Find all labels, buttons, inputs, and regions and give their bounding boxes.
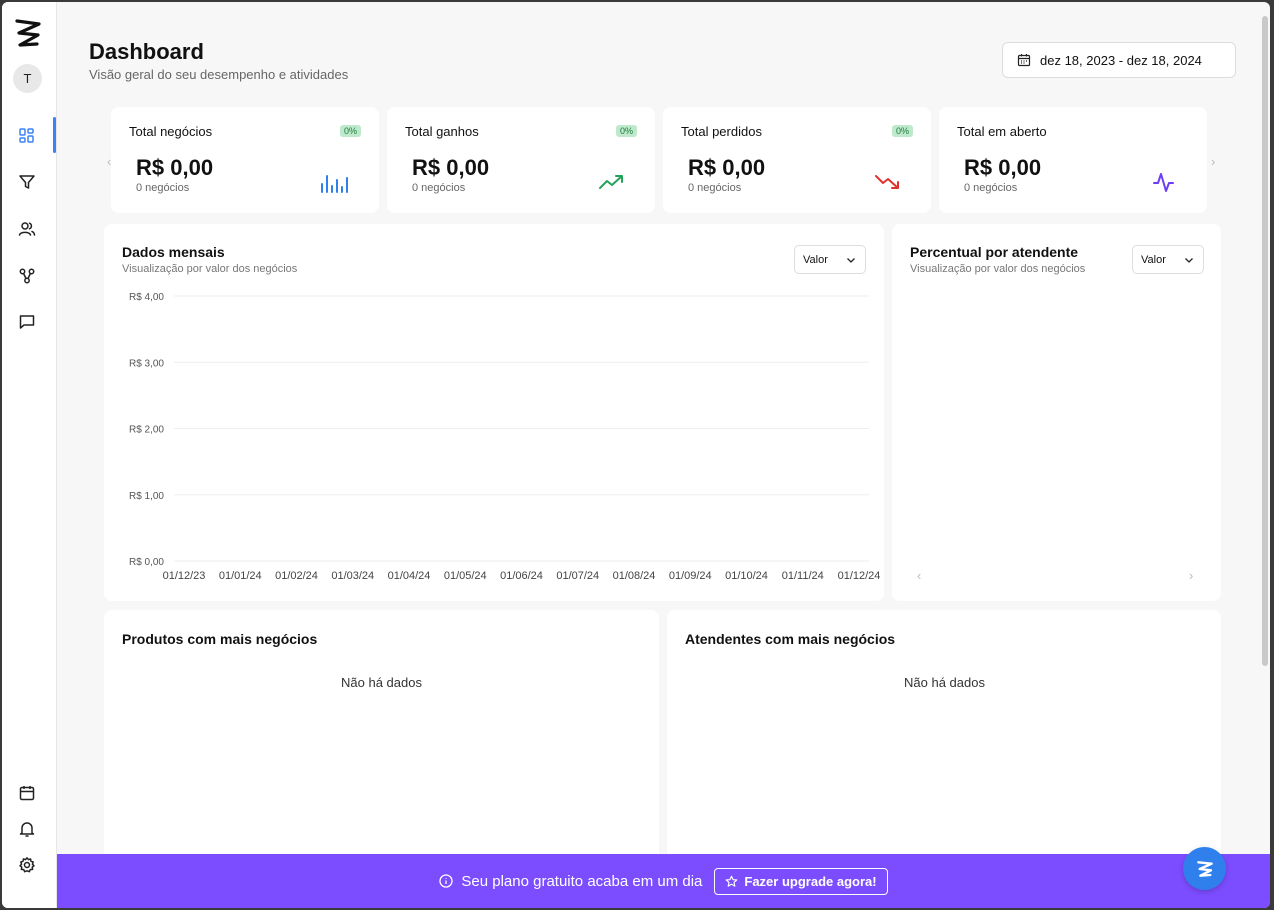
avatar[interactable]: T (13, 64, 42, 93)
date-range-label: dez 18, 2023 - dez 18, 2024 (1040, 52, 1202, 68)
stat-badge: 0% (615, 125, 637, 137)
panel-title: Percentual por atendente (910, 244, 1079, 260)
bar-chart-icon (321, 175, 348, 193)
monthly-data-panel: Dados mensais Visualização por valor dos… (104, 224, 884, 601)
calendar-icon (1017, 54, 1031, 67)
stat-title: Total negócios (129, 124, 213, 139)
upgrade-button-label: Fazer upgrade agora! (744, 873, 877, 889)
percent-metric-dropdown[interactable]: Valor (1132, 245, 1204, 274)
info-icon (439, 874, 454, 888)
panel-title: Atendentes com mais negócios (685, 631, 896, 647)
active-indicator (53, 117, 56, 153)
carousel-prev-icon[interactable]: ‹ (107, 154, 112, 169)
gear-icon[interactable] (16, 854, 38, 876)
y-tick-label: R$ 3,00 (129, 358, 164, 369)
users-icon[interactable] (16, 218, 38, 240)
upgrade-button[interactable]: Fazer upgrade agora! (714, 867, 888, 895)
stat-value: R$ 0,00 (136, 155, 214, 180)
x-tick-label: 01/06/24 (500, 570, 543, 582)
panel-title: Dados mensais (122, 244, 225, 260)
empty-state: Não há dados (904, 675, 985, 690)
x-tick-label: 01/02/24 (275, 570, 318, 582)
sidebar: T (2, 2, 57, 908)
stat-title: Total ganhos (405, 124, 479, 139)
dashboard-icon[interactable] (16, 125, 38, 147)
stat-count: 0 negócios (964, 182, 1018, 194)
monthly-bar-chart: R$ 0,00 R$ 1,00 R$ 2,00 R$ 3,00 R$ 4,00 01/12… (129, 292, 881, 582)
integrations-icon[interactable] (16, 265, 38, 287)
y-tick-label: R$ 0,00 (129, 557, 164, 568)
date-range-picker[interactable]: dez 18, 2023 - dez 18, 2024 (1002, 42, 1236, 78)
stat-card-total-deals: Total negócios 0% R$ 0,00 0 negócios (111, 107, 379, 213)
y-tick-label: R$ 2,00 (129, 425, 164, 436)
stat-value: R$ 0,00 (688, 155, 766, 180)
panel-title: Produtos com mais negócios (122, 631, 318, 647)
trending-up-icon (599, 175, 623, 189)
percent-prev-icon[interactable]: ‹ (917, 568, 922, 583)
stat-title: Total em aberto (957, 124, 1047, 139)
page-subtitle: Visão geral do seu desempenho e atividad… (89, 67, 349, 82)
stat-value: R$ 0,00 (412, 155, 490, 180)
carousel-next-icon[interactable]: › (1211, 154, 1216, 169)
x-tick-label: 01/04/24 (388, 570, 431, 582)
stat-card-total-won: Total ganhos 0% R$ 0,00 0 negócios (387, 107, 655, 213)
empty-state: Não há dados (341, 675, 422, 690)
main-content: Dashboard Visão geral do seu desempenho … (58, 2, 1262, 870)
activity-icon (1153, 173, 1174, 192)
y-tick-label: R$ 4,00 (129, 292, 164, 303)
x-tick-label: 01/11/24 (782, 570, 824, 582)
x-tick-label: 01/12/24 (838, 570, 881, 582)
chat-icon[interactable] (16, 311, 38, 333)
x-tick-label: 01/12/23 (163, 570, 206, 582)
panel-subtitle: Visualização por valor dos negócios (910, 263, 1086, 275)
star-icon (726, 875, 738, 887)
monthly-metric-dropdown[interactable]: Valor (794, 245, 866, 274)
chevron-down-icon (1185, 258, 1193, 263)
logo-icon[interactable] (14, 18, 42, 48)
upgrade-banner: Seu plano gratuito acaba em um dia Fazer… (57, 854, 1270, 908)
x-tick-label: 01/05/24 (444, 570, 487, 582)
percent-next-icon[interactable]: › (1189, 568, 1194, 583)
bell-icon[interactable] (16, 818, 38, 840)
x-tick-label: 01/03/24 (331, 570, 374, 582)
stat-count: 0 negócios (136, 182, 190, 194)
support-chat-button[interactable] (1183, 847, 1226, 890)
stat-card-total-lost: Total perdidos 0% R$ 0,00 0 negócios (663, 107, 931, 213)
stat-count: 0 negócios (688, 182, 742, 194)
logo-icon (1196, 860, 1213, 877)
percent-by-agent-panel: Percentual por atendente Visualização po… (892, 224, 1221, 601)
stat-title: Total perdidos (681, 124, 762, 139)
x-tick-label: 01/01/24 (219, 570, 262, 582)
trending-down-icon (875, 175, 899, 189)
page-title: Dashboard (89, 39, 204, 64)
dropdown-value: Valor (803, 253, 828, 266)
stat-badge: 0% (339, 125, 361, 137)
stat-card-total-open: Total em aberto R$ 0,00 0 negócios (939, 107, 1207, 213)
x-tick-label: 01/08/24 (613, 570, 656, 582)
calendar-icon[interactable] (16, 782, 38, 804)
panel-subtitle: Visualização por valor dos negócios (122, 263, 298, 275)
x-tick-label: 01/10/24 (725, 570, 768, 582)
stat-count: 0 negócios (412, 182, 466, 194)
x-tick-label: 01/09/24 (669, 570, 712, 582)
chevron-down-icon (847, 258, 855, 263)
stat-badge: 0% (891, 125, 913, 137)
top-products-panel: Produtos com mais negócios Não há dados (104, 610, 659, 870)
banner-text: Seu plano gratuito acaba em um dia (461, 872, 703, 890)
y-tick-label: R$ 1,00 (129, 491, 164, 502)
stat-value: R$ 0,00 (964, 155, 1042, 180)
x-tick-label: 01/07/24 (556, 570, 599, 582)
top-agents-panel: Atendentes com mais negócios Não há dado… (667, 610, 1221, 870)
funnel-icon[interactable] (16, 171, 38, 193)
scrollbar[interactable] (1262, 16, 1268, 666)
dropdown-value: Valor (1141, 253, 1166, 266)
